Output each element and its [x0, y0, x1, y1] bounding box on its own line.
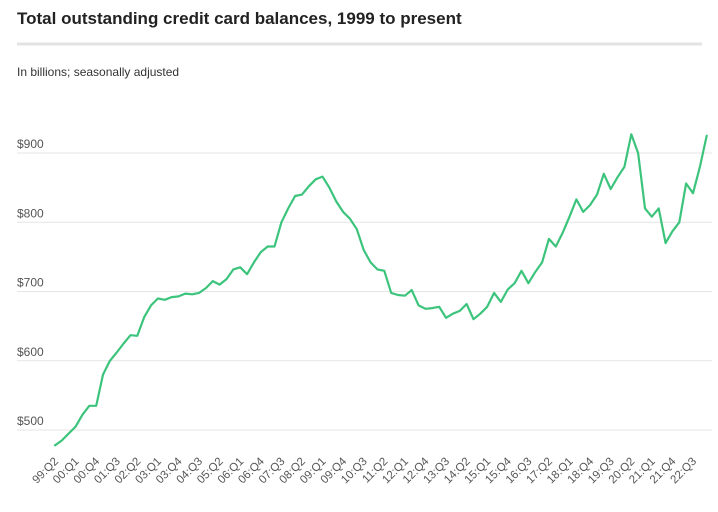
y-tick-label: $700	[17, 276, 44, 290]
y-tick-label: $900	[17, 137, 44, 151]
chart-title: Total outstanding credit card balances, …	[17, 9, 462, 28]
chart-subtitle: In billions; seasonally adjusted	[17, 65, 179, 79]
y-tick-label: $500	[17, 414, 44, 428]
y-tick-label: $600	[17, 345, 44, 359]
data-line	[53, 133, 708, 447]
y-tick-label: $800	[17, 206, 44, 220]
